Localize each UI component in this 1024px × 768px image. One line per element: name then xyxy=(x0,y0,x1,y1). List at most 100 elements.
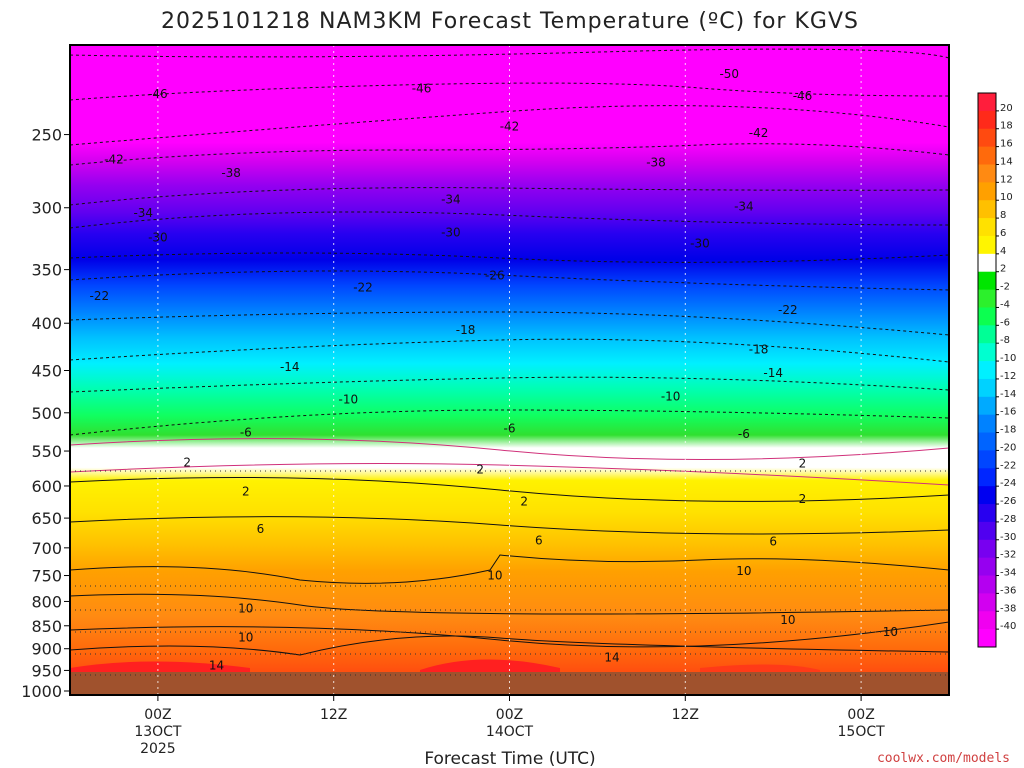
colorbar-label: -34 xyxy=(1000,568,1016,579)
y-tick-label: 500 xyxy=(31,404,62,423)
y-axis: 250 300 350 400 450 500 550 600 650 700 750 800 850 9… xyxy=(21,126,70,701)
y-tick-label: 900 xyxy=(31,640,62,659)
colorbar-label: 6 xyxy=(1000,228,1006,239)
colorbar-swatch xyxy=(978,414,996,434)
isotherm-label: -46 xyxy=(148,87,168,101)
colorbar-swatch xyxy=(978,164,996,183)
isotherm-label: -6 xyxy=(504,422,516,436)
isotherm-label: 2 xyxy=(476,463,484,477)
warm-core-center xyxy=(420,659,560,675)
isotherm-label: 10 xyxy=(736,564,751,578)
colorbar-label: 10 xyxy=(1000,192,1013,203)
colorbar-label: -2 xyxy=(1000,282,1010,293)
y-tick-label: 650 xyxy=(31,509,62,528)
colorbar-swatch xyxy=(978,307,996,326)
isotherm-label: -34 xyxy=(133,206,153,220)
isotherm-label: 6 xyxy=(535,533,543,547)
isotherm-label: -34 xyxy=(441,193,461,207)
colorbar-swatch xyxy=(978,378,996,398)
y-tick-label: 600 xyxy=(31,477,62,496)
y-tick-label: 400 xyxy=(31,314,62,333)
ground-below-surface xyxy=(70,672,949,695)
plot-area: -50 -46 -46 -46 -42 -42 -42 -38 -38 -34 -34 -34 -30 -… xyxy=(70,45,949,695)
colorbar-label: -30 xyxy=(1000,532,1016,543)
isotherm-label: 10 xyxy=(780,613,795,627)
colorbar-label: 20 xyxy=(1000,103,1013,114)
isotherm-label: 14 xyxy=(209,658,224,672)
time-gridlines xyxy=(157,45,862,695)
isotherm-label: -30 xyxy=(148,230,168,244)
isotherm-label: -10 xyxy=(339,393,359,407)
credit-text: coolwx.com/models xyxy=(877,751,1010,766)
colorbar-swatch xyxy=(978,343,996,362)
y-tick-label: 550 xyxy=(31,442,62,461)
isotherm-label: -46 xyxy=(412,82,432,96)
isotherm-label: -42 xyxy=(104,152,124,166)
isotherm-label: -42 xyxy=(749,126,769,140)
colorbar-swatch xyxy=(978,218,996,237)
x-tick-label: 00Z xyxy=(144,707,171,723)
colorbar-label: 2 xyxy=(1000,264,1006,275)
x-tick-label: 13OCT xyxy=(134,724,182,740)
colorbar-swatch xyxy=(978,200,996,219)
colorbar-label: -12 xyxy=(1000,371,1016,382)
colorbar-label: -26 xyxy=(1000,496,1016,507)
colorbar-swatch xyxy=(978,182,996,201)
colorbar-label: -22 xyxy=(1000,460,1016,471)
colorbar-label: -20 xyxy=(1000,442,1016,453)
isotherm-label: 10 xyxy=(238,601,253,615)
y-tick-label: 850 xyxy=(31,617,62,636)
colorbar-label: 14 xyxy=(1000,156,1013,167)
colorbar-swatch xyxy=(978,539,996,559)
colorbar-swatch xyxy=(978,146,996,165)
colorbar-swatch xyxy=(978,110,996,130)
colorbar-label: -4 xyxy=(1000,299,1010,310)
colorbar-swatch xyxy=(978,521,996,541)
colorbar-swatch xyxy=(978,629,996,648)
isotherm-label: -10 xyxy=(661,389,681,403)
isotherm-label: -30 xyxy=(441,225,461,239)
colorbar-label: -40 xyxy=(1000,621,1016,632)
colorbar-swatch xyxy=(978,289,996,308)
colorbar-swatch xyxy=(978,128,996,148)
colorbar-label: 12 xyxy=(1000,174,1013,185)
isotherm-label: -22 xyxy=(778,303,798,317)
colorbar-swatch xyxy=(978,611,996,630)
isotherm-label: -38 xyxy=(646,155,666,169)
isotherm-label: -38 xyxy=(221,166,241,180)
isotherm-label: -46 xyxy=(793,89,813,103)
isotherm-label: -18 xyxy=(456,323,476,337)
colorbar-swatch xyxy=(978,486,996,505)
colorbar-swatch xyxy=(978,325,996,344)
colorbar-swatch xyxy=(978,450,996,469)
x-tick-label: 00Z xyxy=(847,707,874,723)
colorbar-swatch xyxy=(978,575,996,594)
y-tick-label: 300 xyxy=(31,199,62,218)
isotherm-label: 6 xyxy=(769,534,777,548)
colorbar-label: 16 xyxy=(1000,139,1013,150)
x-tick-label: 12Z xyxy=(672,707,699,723)
y-tick-label: 750 xyxy=(31,567,62,586)
chart-title: 2025101218 NAM3KM Forecast Temperature (… xyxy=(161,9,859,34)
colorbar-swatch xyxy=(978,593,996,612)
colorbar-label: -14 xyxy=(1000,389,1016,400)
colorbar-label: -28 xyxy=(1000,514,1016,525)
isotherm-label: 2 xyxy=(183,456,191,470)
colorbar-label: -10 xyxy=(1000,353,1016,364)
isotherm-label: -6 xyxy=(738,427,750,441)
isotherm-label: 10 xyxy=(487,569,502,583)
x-axis-label: Forecast Time (UTC) xyxy=(424,749,595,768)
isotherm-label: -22 xyxy=(89,289,109,303)
colorbar-label: -6 xyxy=(1000,317,1010,328)
colorbar-label: -8 xyxy=(1000,335,1010,346)
isotherm-label: 10 xyxy=(883,625,898,639)
colorbar-swatch xyxy=(978,235,996,255)
colorbar-swatch xyxy=(978,557,996,577)
warm-core-left xyxy=(70,661,250,675)
isotherm-label: -6 xyxy=(240,425,252,439)
colorbar-swatch xyxy=(978,432,996,451)
isotherm-label: 6 xyxy=(257,522,265,536)
isotherm-label: -34 xyxy=(734,199,754,213)
y-tick-label: 1000 xyxy=(21,682,62,701)
